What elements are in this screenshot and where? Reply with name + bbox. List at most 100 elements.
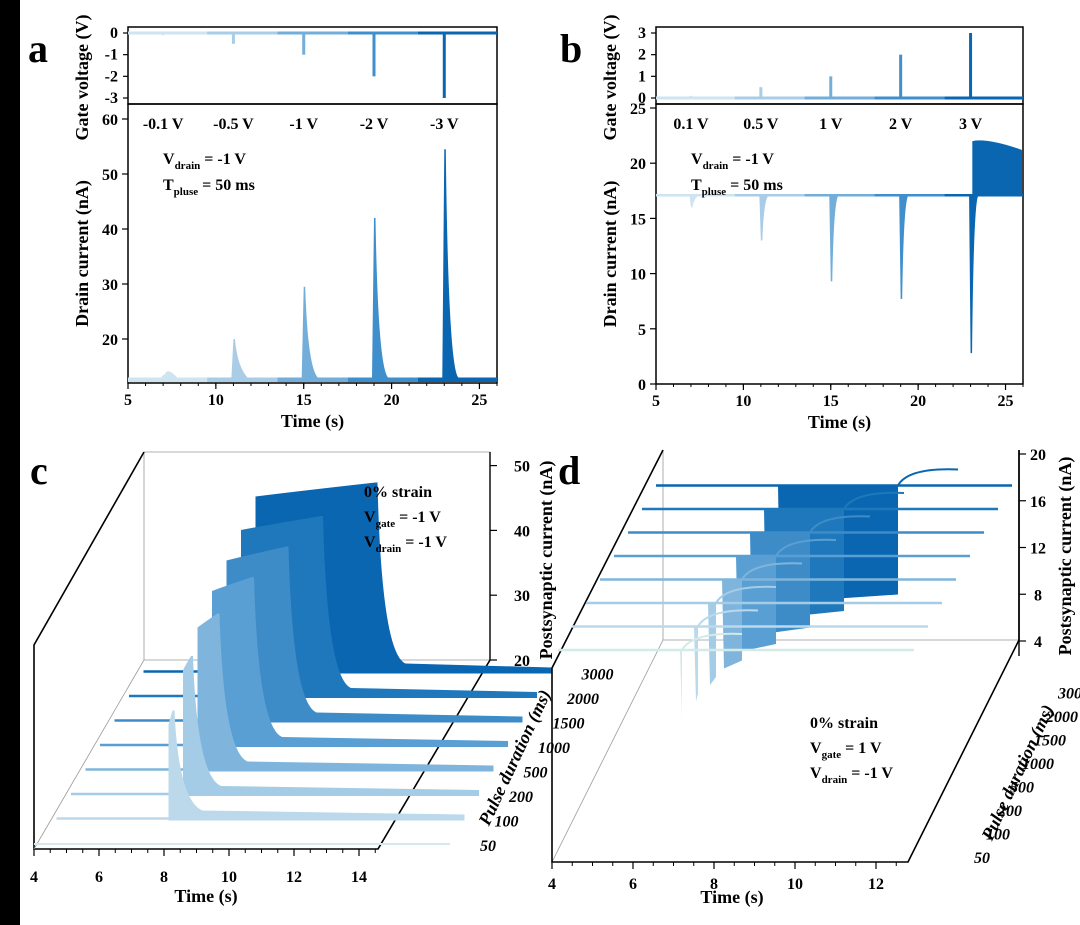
drain-current-tick-label: 0 xyxy=(638,377,646,394)
vdrain-annotation: Vdrain = -1 V xyxy=(364,534,447,555)
waterfall-series xyxy=(197,613,494,772)
drain-current-post-pulse-band xyxy=(972,140,1022,196)
drain-current-tick-label: 60 xyxy=(102,112,118,129)
figure-svg: -0.1 V -0.5 V -1 V -2 V -3 V 0 -1 -2 -3 Gate volt… xyxy=(28,15,1080,908)
pulse-duration-tick-label: 100 xyxy=(495,814,519,831)
drain-current-axis-label: Drain current (nA) xyxy=(600,181,621,328)
figure: -0.1 V -0.5 V -1 V -2 V -3 V 0 -1 -2 -3 Gate volt… xyxy=(20,0,1080,925)
pulse-duration-axis-label: Pulse duration (ms) xyxy=(977,702,1059,845)
waterfall-series xyxy=(168,710,465,821)
pulse-amplitude-label: -0.5 V xyxy=(213,116,254,133)
drain-current-baseline-band xyxy=(207,377,278,382)
gate-voltage-tick-label: -3 xyxy=(105,90,118,107)
gate-voltage-tick-label: 3 xyxy=(638,25,646,42)
drain-current-axes-frame xyxy=(655,103,1024,385)
pulse-amplitude-label: 2 V xyxy=(889,116,913,133)
waterfall-series-recovery xyxy=(697,609,759,628)
vdrain-annotation: Vdrain = -1 V xyxy=(810,765,893,786)
waterfall-series-recovery xyxy=(897,468,959,487)
pulse-duration-tick-label: 1500 xyxy=(553,716,585,733)
waterfall-series xyxy=(694,626,698,702)
waterfall-series-recovery xyxy=(775,538,837,557)
gate-voltage-pulse xyxy=(372,33,376,77)
drain-current-dip xyxy=(829,195,839,282)
pulse-duration-tick-label: 2000 xyxy=(1045,709,1078,726)
strain-annotation: 0% strain xyxy=(364,484,432,501)
waterfall-series xyxy=(708,603,716,685)
x-tick-label: 12 xyxy=(286,869,302,886)
x-tick-label: 25 xyxy=(471,392,487,409)
pulse-amplitude-label: -1 V xyxy=(289,116,318,133)
drain-current-baseline-band xyxy=(347,377,418,382)
drain-current-baseline-band xyxy=(417,377,497,382)
x-tick-label: 10 xyxy=(221,869,237,886)
x-tick-label: 14 xyxy=(351,869,367,886)
gate-voltage-pulse xyxy=(969,33,973,99)
gate-voltage-pulse xyxy=(161,33,165,36)
pulse-amplitude-label: 3 V xyxy=(959,116,983,133)
pulse-duration-tick-label: 3000 xyxy=(1057,686,1080,703)
pulse-duration-tick-label: 100 xyxy=(986,827,1010,844)
drain-current-tick-label: 50 xyxy=(102,167,118,184)
z-tick-label: 50 xyxy=(514,459,530,476)
x-tick-label: 8 xyxy=(160,869,168,886)
x-tick-label: 5 xyxy=(124,392,132,409)
x-tick-label: 12 xyxy=(868,876,884,893)
z-axis-label: Postsynaptic current (nA) xyxy=(1055,457,1076,656)
x-axis-label: Time (s) xyxy=(808,412,871,433)
vdrain-annotation: Vdrain = -1 V xyxy=(163,151,246,172)
strain-annotation: 0% strain xyxy=(810,715,878,732)
drain-current-tick-label: 15 xyxy=(630,211,646,228)
z-tick-label: 16 xyxy=(1030,494,1046,511)
waterfall-series xyxy=(722,579,742,669)
gate-voltage-tick-label: 0 xyxy=(638,90,646,107)
gate-voltage-pulse xyxy=(759,87,763,99)
vdrain-annotation: Vdrain = -1 V xyxy=(691,151,774,172)
drain-current-tick-label: 5 xyxy=(638,322,646,339)
tpulse-annotation: Tpluse = 50 ms xyxy=(163,177,255,198)
gate-voltage-axes-frame xyxy=(655,26,1024,105)
drain-current-tick-label: 20 xyxy=(102,332,118,349)
z-tick-label: 12 xyxy=(1030,541,1046,558)
z-tick-label: 40 xyxy=(514,523,530,540)
gate-voltage-pulse xyxy=(689,95,693,99)
gate-voltage-pulse xyxy=(899,54,903,99)
pulse-duration-tick-label: 200 xyxy=(508,789,533,806)
x-tick-label: 5 xyxy=(652,393,660,410)
pulse-duration-tick-label: 500 xyxy=(1010,780,1034,797)
pulse-amplitude-label: 0.1 V xyxy=(673,116,709,133)
gate-voltage-pulse xyxy=(829,76,833,99)
drain-current-spike xyxy=(301,286,318,378)
waterfall-series-recovery xyxy=(681,632,743,651)
drain-current-spike xyxy=(161,371,178,378)
x-tick-label: 10 xyxy=(735,393,751,410)
waterfall-series-recovery xyxy=(715,585,777,604)
x-tick-label: 8 xyxy=(710,876,718,893)
waterfall-series-recovery xyxy=(809,515,871,534)
panel-label: c xyxy=(30,448,48,493)
pulse-duration-tick-label: 1500 xyxy=(1034,733,1066,750)
pulse-amplitude-label: 0.5 V xyxy=(743,116,779,133)
gate-voltage-axes-frame xyxy=(127,26,498,105)
x-tick-label: 10 xyxy=(787,876,803,893)
pulse-duration-tick-label: 3000 xyxy=(581,667,614,684)
gate-voltage-tick-label: -2 xyxy=(105,68,118,85)
gate-voltage-pulse xyxy=(231,33,235,44)
drain-current-dip xyxy=(689,195,699,208)
drain-current-axis-label: Drain current (nA) xyxy=(72,180,93,327)
drain-current-tick-label: 25 xyxy=(630,101,646,118)
x-tick-label: 4 xyxy=(548,876,556,893)
z-tick-label: 8 xyxy=(1034,587,1042,604)
x-axis-label: Time (s) xyxy=(281,411,344,432)
pulse-duration-tick-label: 2000 xyxy=(566,691,599,708)
drain-current-baseline-band xyxy=(128,377,208,382)
drain-current-tick-label: 20 xyxy=(630,156,646,173)
x-tick-label: 15 xyxy=(823,393,839,410)
pulse-duration-tick-label: 1000 xyxy=(1022,756,1054,773)
z-axis-label: Postsynaptic current (nA) xyxy=(536,461,557,660)
waterfall-series xyxy=(680,650,682,718)
gate-voltage-pulse xyxy=(442,33,446,99)
panel-label: a xyxy=(28,26,48,71)
x-tick-label: 10 xyxy=(208,392,224,409)
waterfall-series xyxy=(183,656,479,796)
